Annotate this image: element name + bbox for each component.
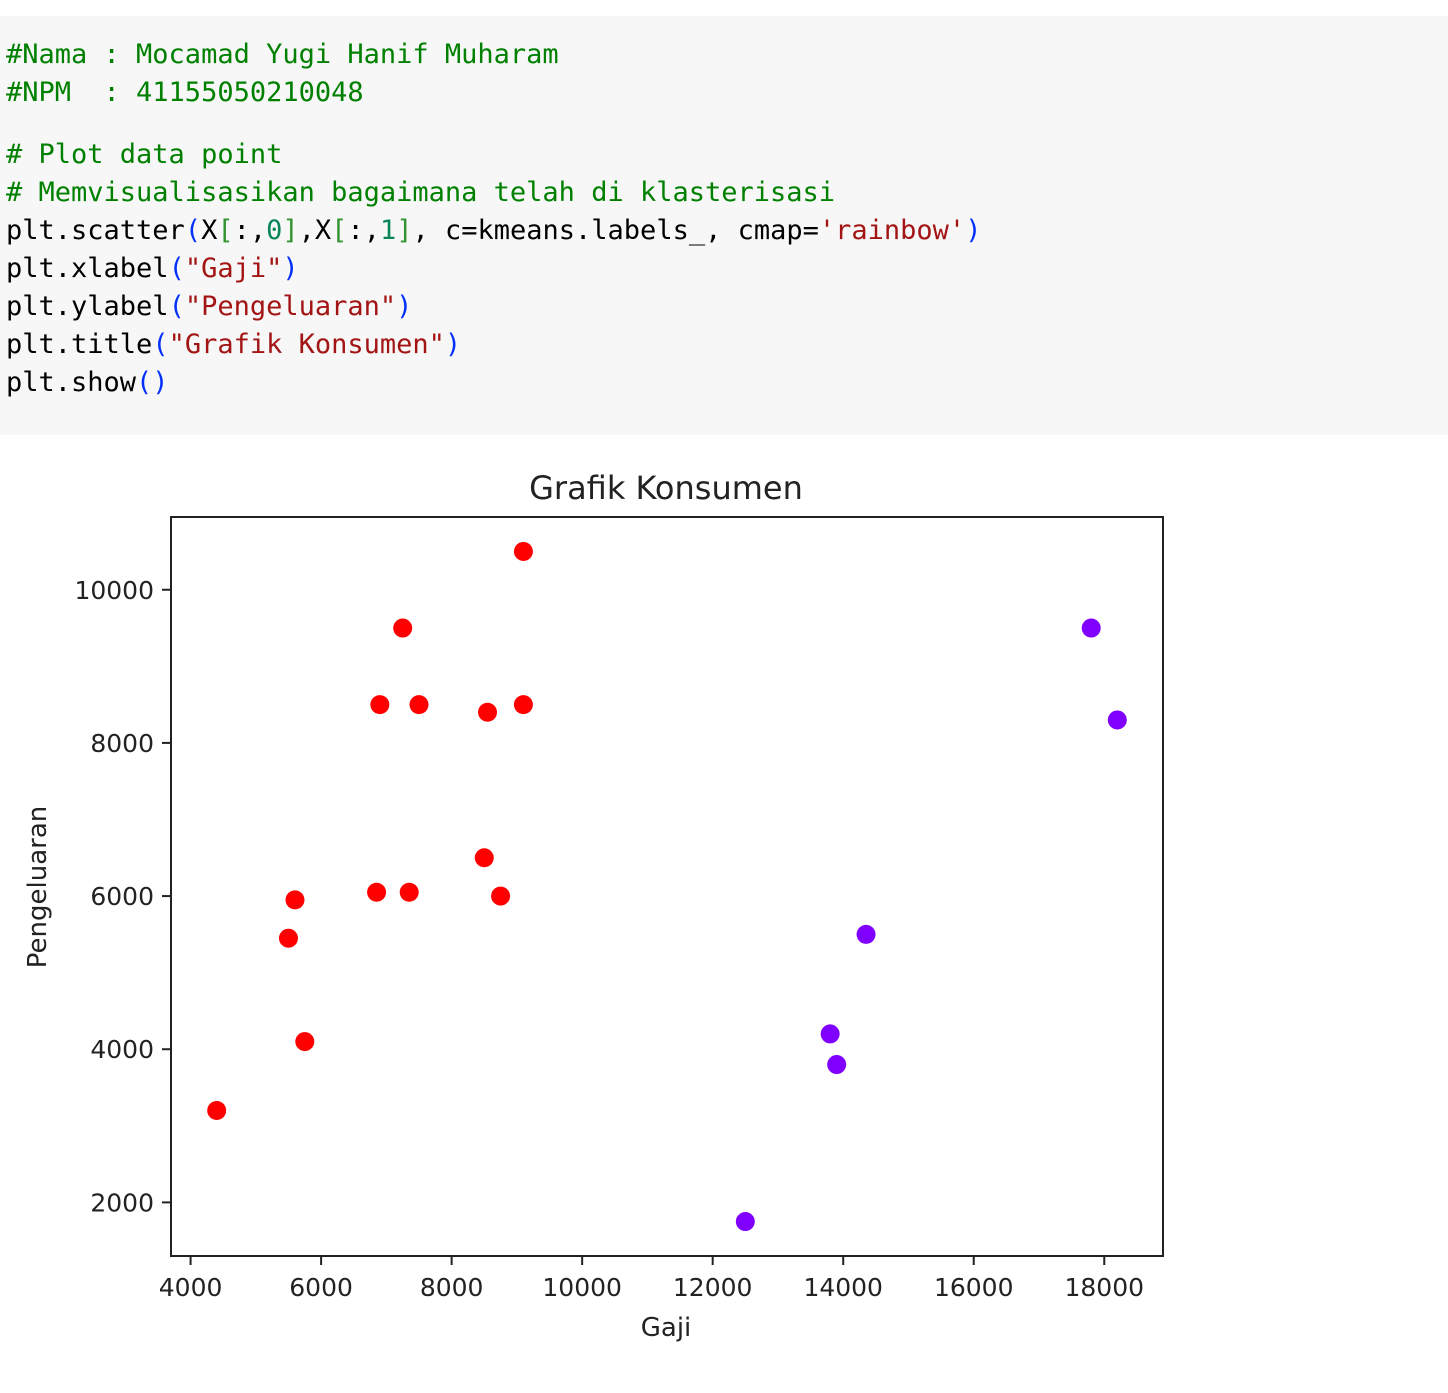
code-token: ) — [282, 253, 299, 284]
code-token: ( — [168, 291, 185, 322]
code-token: ) — [965, 215, 982, 246]
code-line: plt.xlabel("Gaji") — [6, 250, 1448, 288]
code-token: () — [136, 367, 169, 398]
code-token: "Grafik Konsumen" — [168, 329, 445, 360]
x-tick-label: 6000 — [289, 1273, 353, 1302]
plot-area — [207, 541, 1127, 1232]
x-tick-label: 16000 — [934, 1273, 1014, 1302]
code-line: plt.show() — [6, 364, 1448, 402]
y-axis-label: Pengeluaran — [23, 806, 53, 968]
x-tick-label: 10000 — [542, 1273, 622, 1302]
code-token: # Memvisualisasikan bagaimana telah di k… — [6, 177, 836, 208]
code-cell[interactable]: #Nama : Mocamad Yugi Hanif Muharam #NPM :… — [0, 16, 1448, 435]
code-line: #NPM : 41155050210048 — [6, 74, 1448, 112]
code-line: # Memvisualisasikan bagaimana telah di k… — [6, 174, 1448, 212]
code-token: ] — [282, 215, 299, 246]
scatter-point — [1107, 710, 1127, 730]
scatter-point — [820, 1024, 840, 1044]
scatter-point — [513, 695, 533, 715]
scatter-point — [399, 882, 419, 902]
scatter-point — [827, 1055, 847, 1075]
code-token: ] — [396, 215, 413, 246]
code-editor[interactable]: #Nama : Mocamad Yugi Hanif Muharam #NPM :… — [6, 36, 1448, 402]
scatter-point — [856, 924, 876, 944]
y-tick-label: 2000 — [90, 1188, 154, 1217]
scatter-point — [409, 695, 429, 715]
code-line: #Nama : Mocamad Yugi Hanif Muharam — [6, 36, 1448, 74]
code-blank-line — [6, 112, 1448, 136]
output-area: Grafik Konsumen 4000 6000 8000 10000 12000 14… — [0, 440, 1448, 1388]
code-token: 'rainbow' — [818, 215, 966, 246]
x-tick-label: 8000 — [420, 1273, 484, 1302]
scatter-point — [370, 695, 390, 715]
scatter-point — [367, 882, 387, 902]
x-tick-label: 4000 — [159, 1273, 223, 1302]
code-token: :, — [347, 215, 380, 246]
y-axis-ticks: 2000 4000 6000 8000 10000 — [74, 576, 171, 1217]
scatter-point — [295, 1032, 315, 1052]
scatter-point — [491, 886, 511, 906]
scatter-point — [735, 1212, 755, 1232]
code-token: plt.show — [6, 367, 137, 398]
code-token: ,X — [298, 215, 332, 246]
code-token: ) — [444, 329, 462, 360]
y-tick-label: 6000 — [90, 882, 154, 911]
code-token: plt.scatter — [6, 215, 185, 246]
code-token: plt.title — [6, 329, 153, 360]
x-tick-label: 18000 — [1064, 1273, 1144, 1302]
code-token: plt.ylabel — [6, 291, 169, 322]
scatter-chart: Grafik Konsumen 4000 6000 8000 10000 12000 14… — [23, 469, 1164, 1343]
code-token: X — [201, 215, 218, 246]
x-axis-label: Gaji — [641, 1313, 692, 1343]
code-line: # Plot data point — [6, 136, 1448, 174]
scatter-point — [478, 702, 498, 722]
code-token: [ — [331, 215, 348, 246]
code-token: #NPM : 41155050210048 — [6, 77, 364, 108]
code-token: # Plot data point — [6, 139, 283, 170]
code-token: "Gaji" — [184, 253, 283, 284]
code-line: plt.ylabel("Pengeluaran") — [6, 288, 1448, 326]
code-token: 0 — [266, 215, 283, 246]
x-tick-label: 12000 — [673, 1273, 753, 1302]
chart-title: Grafik Konsumen — [529, 469, 803, 507]
code-line: plt.scatter(X[:,0],X[:,1], c=kmeans.labe… — [6, 212, 1448, 250]
scatter-point — [393, 618, 413, 638]
y-tick-label: 10000 — [74, 576, 154, 605]
code-token: [ — [217, 215, 234, 246]
scatter-point — [1081, 618, 1101, 638]
code-token: #Nama : Mocamad Yugi Hanif Muharam — [6, 39, 559, 70]
code-token: ) — [396, 291, 413, 322]
scatter-point — [207, 1100, 227, 1120]
plot-frame — [170, 516, 1164, 1257]
scatter-point — [285, 890, 305, 910]
code-token: 1 — [379, 215, 397, 246]
code-token: "Pengeluaran" — [184, 291, 397, 322]
scatter-point — [474, 848, 494, 868]
code-token: plt.xlabel — [6, 253, 169, 284]
y-tick-label: 4000 — [90, 1035, 154, 1064]
scatter-point — [513, 541, 533, 561]
x-axis-ticks: 4000 6000 8000 10000 12000 14000 16000 18000 — [159, 1256, 1144, 1302]
x-tick-label: 14000 — [803, 1273, 883, 1302]
code-token: , c=kmeans.labels_, cmap= — [412, 215, 819, 246]
code-line: plt.title("Grafik Konsumen") — [6, 326, 1448, 364]
code-token: ( — [168, 253, 185, 284]
code-token: ( — [152, 329, 169, 360]
code-token: :, — [233, 215, 267, 246]
scatter-point — [278, 928, 298, 948]
y-tick-label: 8000 — [90, 729, 154, 758]
code-token: ( — [184, 215, 202, 246]
